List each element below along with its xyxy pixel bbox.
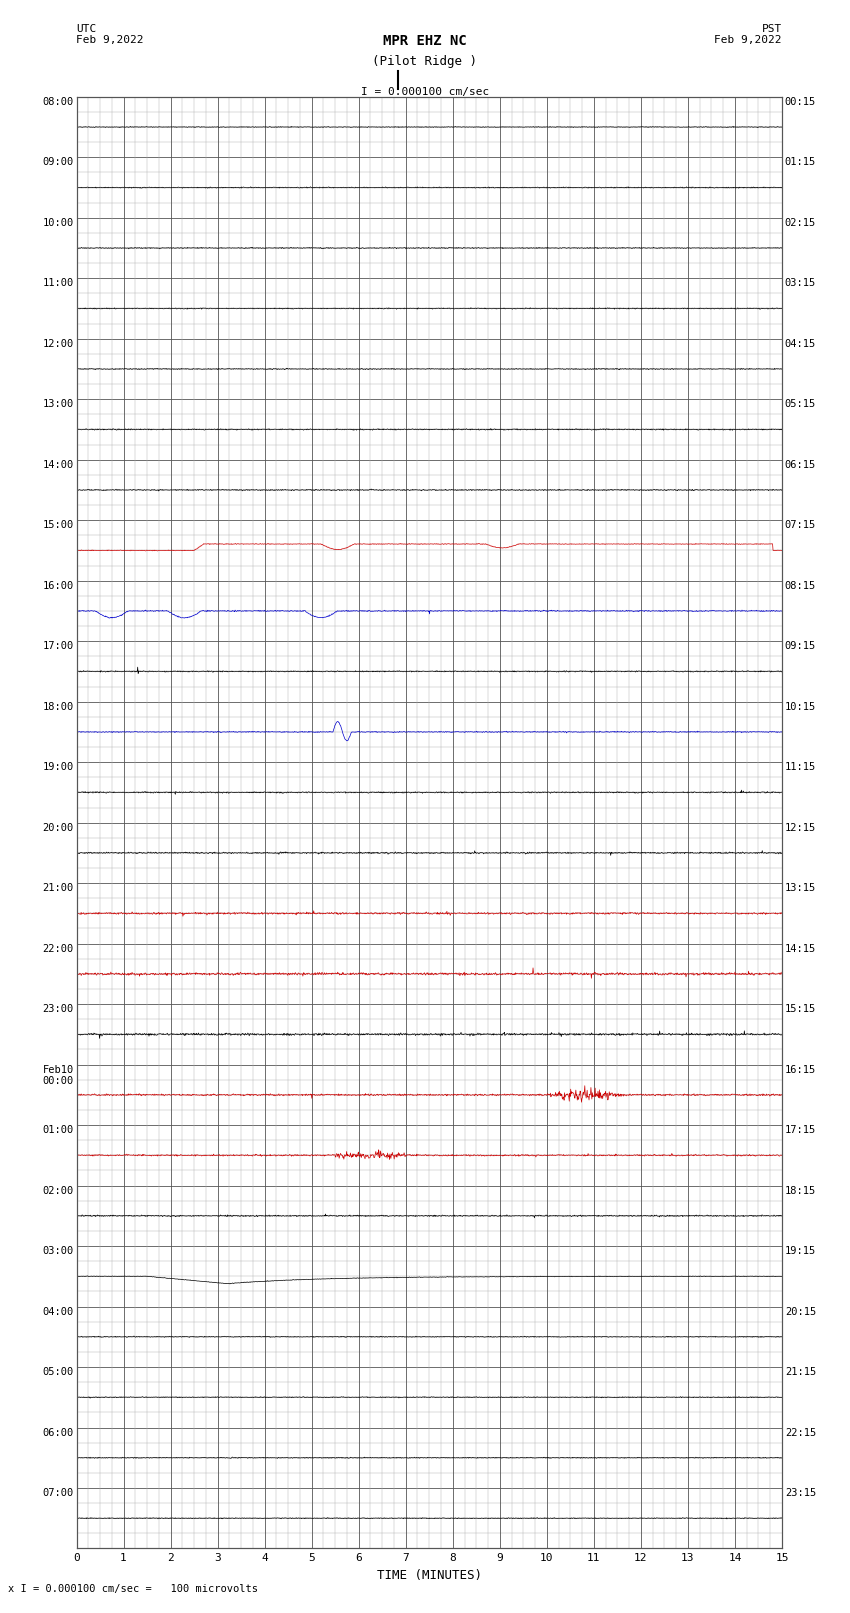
Text: (Pilot Ridge ): (Pilot Ridge ) <box>372 55 478 68</box>
Text: I = 0.000100 cm/sec: I = 0.000100 cm/sec <box>361 87 489 97</box>
Text: x I = 0.000100 cm/sec =   100 microvolts: x I = 0.000100 cm/sec = 100 microvolts <box>8 1584 258 1594</box>
Text: PST
Feb 9,2022: PST Feb 9,2022 <box>715 24 782 45</box>
Text: UTC
Feb 9,2022: UTC Feb 9,2022 <box>76 24 144 45</box>
X-axis label: TIME (MINUTES): TIME (MINUTES) <box>377 1569 482 1582</box>
Text: MPR EHZ NC: MPR EHZ NC <box>383 34 467 48</box>
